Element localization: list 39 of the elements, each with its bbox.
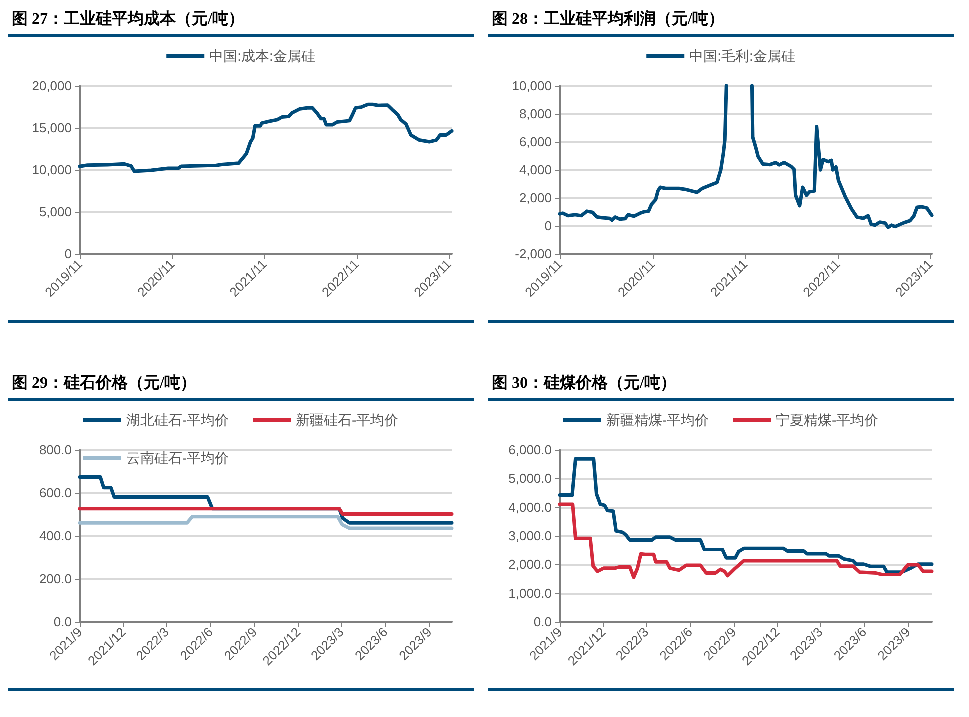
y-tick-label: 2,000.0 bbox=[508, 557, 552, 572]
y-tick-label: 10,000 bbox=[512, 78, 552, 94]
y-tick-label: 4,000 bbox=[519, 162, 552, 178]
y-tick-label: 5,000 bbox=[39, 204, 72, 220]
line-series bbox=[558, 502, 934, 580]
legend-label: 中国:成本:金属硅 bbox=[210, 48, 316, 64]
legend-label: 宁夏精煤-平均价 bbox=[776, 412, 879, 428]
legend-label: 云南硅石-平均价 bbox=[126, 450, 230, 466]
y-tick-label: 10,000 bbox=[32, 162, 72, 178]
y-tick-label: 5,000.0 bbox=[508, 471, 552, 486]
y-tick-label: 0.0 bbox=[54, 614, 72, 630]
legend-label: 新疆硅石-平均价 bbox=[296, 412, 399, 428]
y-tick-label: 15,000 bbox=[32, 120, 72, 136]
legend-label: 湖北硅石-平均价 bbox=[126, 412, 230, 428]
line-series bbox=[78, 102, 454, 174]
y-tick-label: 20,000 bbox=[32, 78, 72, 94]
y-tick-label: 8,000 bbox=[519, 106, 552, 122]
chart-title: 图 29：硅石价格（元/吨） bbox=[8, 370, 474, 401]
y-tick-label: 2,000 bbox=[519, 190, 552, 206]
y-tick-label: 0.0 bbox=[534, 614, 552, 630]
line-series bbox=[78, 515, 454, 530]
chart-title: 图 30：硅煤价格（元/吨） bbox=[488, 370, 954, 401]
line-series bbox=[558, 457, 934, 574]
chart-title: 图 27：工业硅平均成本（元/吨） bbox=[8, 6, 474, 37]
y-tick-label: -2,000 bbox=[515, 246, 552, 262]
y-tick-label: 400.0 bbox=[39, 528, 72, 544]
y-tick-label: 6,000.0 bbox=[508, 442, 552, 458]
chart-title: 图 28：工业硅平均利润（元/吨） bbox=[488, 6, 954, 37]
y-tick-label: 4,000.0 bbox=[508, 500, 552, 515]
y-tick-label: 200.0 bbox=[39, 572, 72, 586]
legend-label: 新疆精煤-平均价 bbox=[606, 412, 710, 428]
y-tick-label: 6,000 bbox=[519, 134, 552, 150]
y-tick-label: 0 bbox=[64, 246, 72, 262]
y-tick-label: 1,000.0 bbox=[508, 586, 552, 601]
y-tick-label: 0 bbox=[544, 218, 552, 234]
y-tick-label: 600.0 bbox=[39, 486, 72, 500]
y-tick-label: 3,000.0 bbox=[508, 528, 552, 544]
legend-label: 中国:毛利:金属硅 bbox=[690, 48, 796, 64]
y-tick-label: 800.0 bbox=[39, 442, 72, 458]
